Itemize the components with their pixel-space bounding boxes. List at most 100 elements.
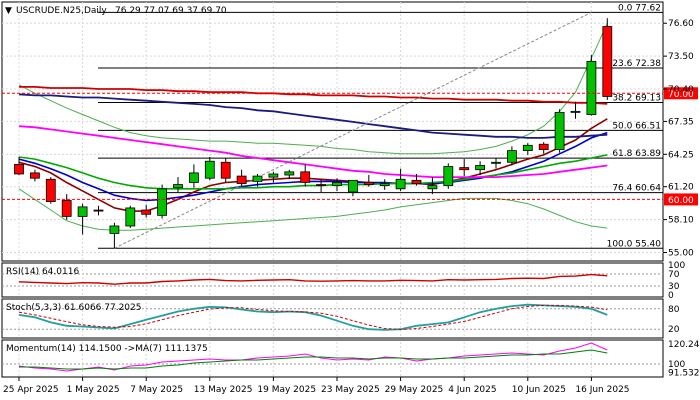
candle-body <box>125 207 136 227</box>
price-badge <box>664 87 698 100</box>
candle-body <box>173 184 183 189</box>
candle-body <box>475 165 486 171</box>
candle-body <box>204 160 215 179</box>
price-tick-label: 61.20 <box>668 183 694 193</box>
momentum-label: Momentum(14) 114.1500 ->MA(7) 111.1375 <box>6 344 208 354</box>
fib-level-label: 61.8 63.89 <box>612 149 661 159</box>
moving-average-line <box>18 154 608 190</box>
candle-body <box>300 171 311 183</box>
indicator-tick-label: 80 <box>668 305 680 315</box>
candle-body <box>188 172 199 183</box>
stochastic-indicator: 80 20 <box>2 302 680 336</box>
candle-body <box>220 161 231 179</box>
stoch-label: Stoch(5,3,3) 61.6066 77.2025 <box>6 303 141 313</box>
rsi-panel-frame <box>1 262 664 298</box>
candle-body <box>252 175 263 182</box>
candle-body <box>554 111 565 150</box>
candlesticks <box>14 18 613 249</box>
date-tick-label: 13 May 2025 <box>194 385 253 395</box>
date-tick-label: 10 Jun 2025 <box>512 385 566 395</box>
candle-body <box>316 184 327 187</box>
trend-line <box>114 11 592 249</box>
indicator-tick-label: 100 <box>668 261 685 271</box>
candle-body <box>284 171 295 176</box>
candle-body <box>586 61 597 115</box>
candle-body <box>522 144 533 152</box>
date-tick-label: 1 May 2025 <box>67 385 120 395</box>
moving-average-line <box>18 131 608 202</box>
moving-average-line <box>19 86 608 105</box>
price-tick-label: 70.40 <box>668 85 694 95</box>
collapse-arrow-icon[interactable]: ▼ <box>5 6 12 16</box>
indicator-tick-label: 0 <box>668 291 674 301</box>
momentum-panel-frame <box>1 339 664 378</box>
candle-body <box>157 188 168 216</box>
candle-body <box>14 164 24 175</box>
ohlc-readout: 76.29 77.07 69.37 69.70 <box>115 6 227 16</box>
price-badge <box>664 193 698 206</box>
candle-body <box>347 179 358 193</box>
indicator-tick-label: 30 <box>668 282 680 292</box>
indicator-tick-label: 100 <box>668 360 685 370</box>
candle-body <box>332 182 342 187</box>
candle-body <box>411 179 422 184</box>
rsi-line <box>18 273 608 285</box>
candle-body <box>459 167 470 171</box>
moving-average-line <box>18 118 608 212</box>
symbol-info: USCRUDE.N25,Daily <box>16 6 107 16</box>
fibonacci-levels: 0.0 77.62 23.6 72.38 38.2 69.13 50.0 66.51 6… <box>98 3 663 249</box>
candle-body <box>363 182 374 185</box>
price-grid <box>2 2 663 261</box>
candle-body <box>61 200 72 217</box>
stoch-signal-line <box>18 304 608 331</box>
candle-body <box>141 209 152 215</box>
candle-body <box>93 209 104 212</box>
candle-body <box>236 175 247 184</box>
price-tick-label: 76.60 <box>668 19 694 29</box>
price-tick-label: 67.35 <box>668 117 694 127</box>
stoch-panel-frame <box>1 298 664 339</box>
candle-body <box>395 178 406 190</box>
indicator-tick-label: 70 <box>668 270 680 280</box>
candle-body <box>602 26 613 97</box>
candle-body <box>570 110 581 113</box>
fib-level-label: 38.2 69.13 <box>612 94 661 104</box>
bollinger-upper-line <box>18 22 608 155</box>
indicator-tick-label: 91.5328 <box>668 368 700 378</box>
date-tick-label: 19 May 2025 <box>257 385 316 395</box>
candle-body <box>379 183 390 187</box>
date-tick-label: 25 Apr 2025 <box>3 385 59 395</box>
price-tick-label: 58.10 <box>668 216 694 226</box>
moving-average-line <box>18 125 608 179</box>
price-tick-label: 55.00 <box>668 249 694 259</box>
candle-body <box>443 166 454 187</box>
candle-body <box>538 143 549 150</box>
date-axis: 25 Apr 2025 1 May 2025 7 May 2025 13 May 20… <box>3 377 630 395</box>
candle-body <box>45 178 56 202</box>
candle-body <box>77 206 88 217</box>
date-tick-label: 23 May 2025 <box>321 385 380 395</box>
moving-average-line <box>18 93 608 139</box>
fib-level-label: 100.0 55.40 <box>607 239 662 249</box>
price-badge-label: 60.00 <box>668 196 694 206</box>
price-badges: 70.00 60.00 <box>2 87 698 206</box>
rsi-label: RSI(14) 64.0116 <box>6 267 79 277</box>
price-axis: 76.60 73.50 70.40 67.35 64.25 61.20 58.10 55.00 <box>663 19 694 259</box>
price-panel-frame <box>1 1 664 262</box>
candle-body <box>491 161 501 164</box>
candle-body <box>29 172 40 179</box>
indicator-tick-label: 120.2419 <box>668 340 700 350</box>
date-tick-label: 16 Jun 2025 <box>575 385 629 395</box>
price-badge-label: 70.00 <box>668 90 694 100</box>
bollinger-lower-line <box>18 188 608 231</box>
candle-body <box>506 150 517 163</box>
fib-level-label: 0.0 77.62 <box>618 3 661 13</box>
candle-body <box>268 173 279 178</box>
date-tick-label: 29 May 2025 <box>385 385 444 395</box>
stoch-main-line <box>18 303 608 331</box>
fib-level-label: 23.6 72.38 <box>612 59 661 69</box>
momentum-ma-line <box>19 349 608 370</box>
